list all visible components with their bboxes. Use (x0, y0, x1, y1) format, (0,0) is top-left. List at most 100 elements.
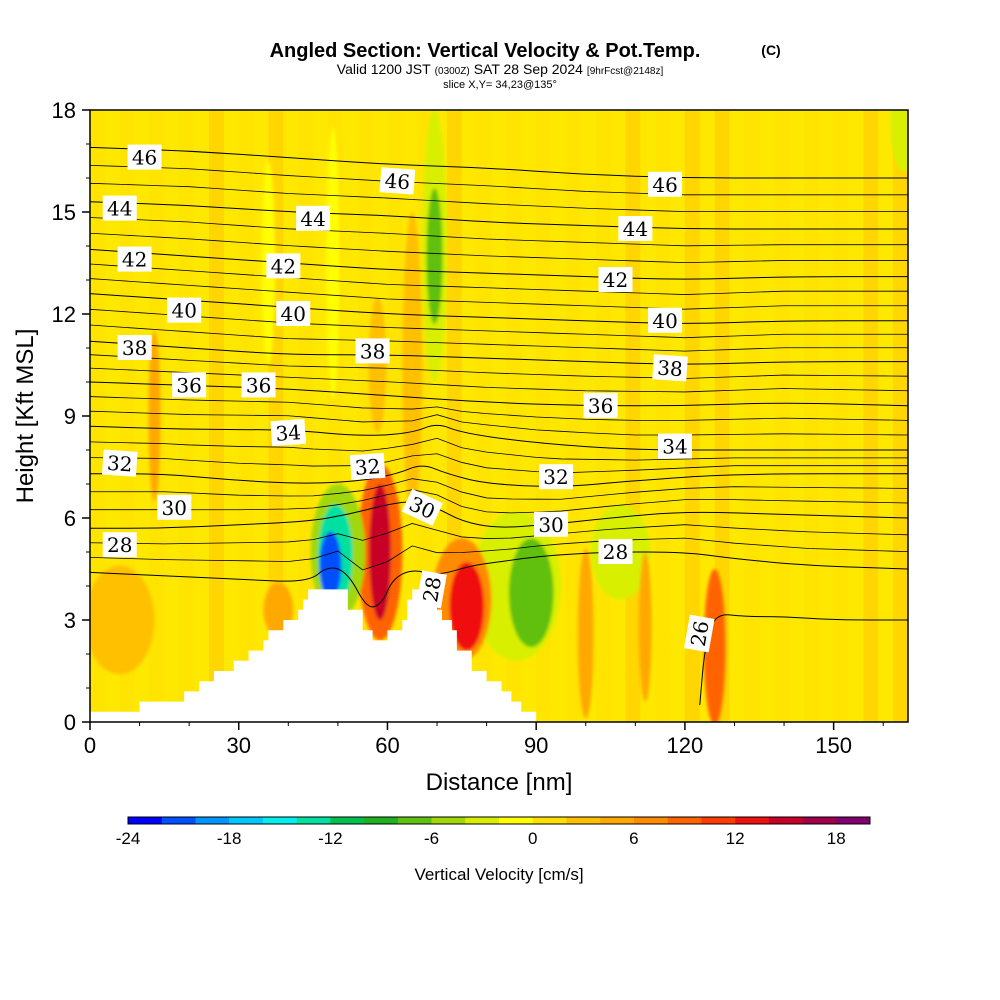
contour-label-44: 44 (102, 195, 137, 221)
colorbar-swatch (633, 817, 668, 824)
isentrope-28 (90, 551, 908, 608)
colorbar-tick-label: -12 (318, 829, 343, 848)
chart-title: Angled Section: Vertical Velocity & Pot.… (270, 40, 701, 62)
colorbar-swatch (364, 817, 399, 824)
contour-label-40: 40 (167, 297, 202, 323)
isentrope-32 (90, 465, 908, 487)
isentrope-minor (90, 354, 908, 379)
colorbar-swatch (465, 817, 500, 824)
contour-label-34: 34 (657, 433, 692, 459)
subtitle-valid: Valid 1200 JST (337, 61, 431, 77)
velocity-band (238, 110, 254, 722)
isentrope-44 (90, 201, 908, 230)
contour-label-36: 36 (241, 372, 276, 398)
velocity-cell (319, 531, 342, 600)
colorbar-swatch (161, 817, 196, 824)
contour-label-bg (349, 452, 386, 481)
contour-label-36: 36 (583, 392, 618, 418)
velocity-band (714, 110, 730, 722)
contour-label-text: 28 (107, 533, 132, 557)
contour-label-bg (539, 464, 574, 490)
isentrope-minor (90, 453, 908, 474)
contour-label-text: 38 (122, 336, 147, 360)
contour-label-text: 36 (246, 373, 271, 397)
contour-label-text: 44 (623, 217, 648, 241)
x-tick-label: 90 (524, 733, 548, 758)
contour-label-28: 28 (102, 532, 137, 558)
velocity-cell (90, 565, 155, 675)
contour-label-26: 26 (684, 614, 715, 653)
contour-label-42: 42 (266, 253, 301, 279)
contour-label-bg (598, 539, 633, 564)
contour-label-text: 28 (603, 540, 628, 564)
colorbar-swatch (600, 817, 635, 824)
contour-label-bg (167, 297, 202, 323)
contour-label-bg (657, 433, 692, 459)
terrain-mask (90, 589, 908, 722)
contour-label-text: 32 (354, 454, 381, 480)
colorbar-swatch (566, 817, 601, 824)
contour-label-bg (157, 494, 192, 520)
contour-label-bg (401, 488, 444, 526)
velocity-cell (402, 212, 423, 518)
contour-label-46: 46 (648, 171, 683, 197)
isentrope-minor (90, 263, 908, 295)
contour-label-text: 38 (360, 339, 385, 363)
contour-label-bg (117, 246, 152, 272)
contour-label-text: 32 (106, 451, 133, 477)
contour-label-28: 28 (416, 570, 447, 609)
x-axis-label: Distance [nm] (426, 769, 573, 796)
subtitle-utc: (0300Z) (435, 66, 470, 77)
x-tick-label: 120 (667, 733, 704, 758)
contour-label-text: 40 (171, 299, 196, 323)
colorbar: -24 -18 -12 -6 0 6 12 18 (116, 816, 871, 848)
y-tick-label: 15 (52, 200, 76, 225)
velocity-band (565, 110, 581, 722)
colorbar-swatch (802, 817, 837, 824)
isentrope-minor (90, 164, 908, 196)
velocity-cell (508, 538, 554, 648)
velocity-band (208, 110, 224, 722)
colorbar-tick-label: 6 (629, 829, 638, 848)
contour-label-bg (379, 167, 416, 195)
velocity-band (774, 110, 790, 722)
colorbar-swatch (735, 817, 770, 824)
colorbar-tick-label: 18 (827, 829, 846, 848)
contour-label-38: 38 (355, 338, 390, 364)
velocity-band (298, 110, 314, 722)
colorbar-swatch (229, 817, 264, 824)
subtitle-date: SAT 28 Sep 2024 (474, 61, 583, 77)
colorbar-swatch (499, 817, 534, 824)
terrain (90, 589, 908, 722)
colorbar-tick-label: -18 (217, 829, 242, 848)
isentrope-minor (90, 523, 908, 545)
contour-label-46: 46 (127, 144, 162, 170)
isentrope-minor (90, 232, 908, 264)
isentrope-38 (90, 340, 908, 365)
colorbar-swatch (768, 817, 803, 824)
contour-label-bg (534, 511, 569, 537)
contour-label-bg (102, 532, 137, 558)
isentrope-minor (90, 537, 908, 571)
contour-label-text: 28 (418, 575, 446, 604)
contour-label-34: 34 (270, 418, 307, 447)
contour-label-bg (648, 171, 683, 197)
vertical-velocity-field (90, 110, 908, 722)
contour-label-bg (102, 195, 137, 221)
contour-label-bg (618, 216, 653, 241)
contour-label-text: 36 (588, 394, 613, 418)
colorbar-tick-label: -24 (116, 829, 141, 848)
velocity-cell (638, 552, 652, 702)
contour-label-38: 38 (117, 335, 152, 360)
contour-label-bg (652, 354, 688, 382)
velocity-cell (703, 569, 726, 722)
isentrope-minor (90, 489, 908, 514)
subtitle-forecast: [9hrFcst@2148z] (587, 66, 664, 77)
isentrope-minor (90, 396, 908, 421)
contour-label-bg (598, 267, 633, 292)
isentrope-minor (90, 324, 908, 352)
contour-label-text: 44 (300, 207, 325, 231)
x-tick-label: 60 (375, 733, 399, 758)
